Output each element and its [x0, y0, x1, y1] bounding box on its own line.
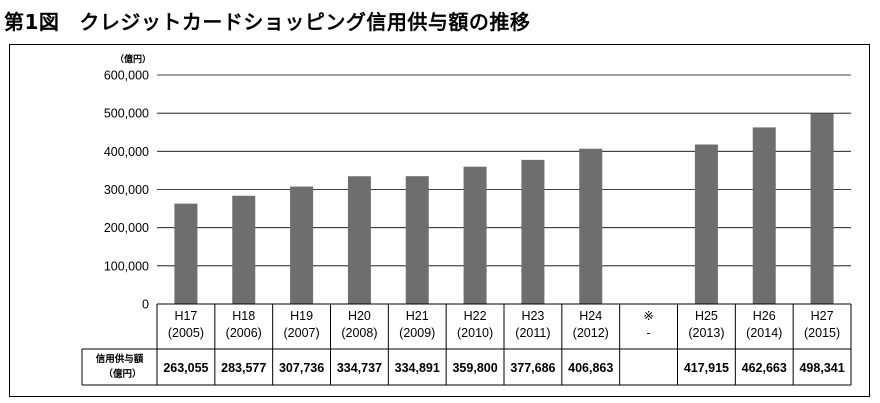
x-tick-label: H22 [464, 309, 487, 323]
x-tick-label: H20 [348, 309, 371, 323]
data-value-label: 334,891 [395, 361, 440, 375]
y-unit-label: （億円） [115, 53, 151, 65]
x-tick-sublabel: (2012) [573, 326, 609, 340]
y-tick-label: 600,000 [104, 69, 149, 83]
x-tick-label: H26 [753, 309, 776, 323]
table-row-header-unit: （億円） [103, 368, 141, 380]
bar [232, 195, 256, 304]
x-tick-label: H25 [695, 309, 718, 323]
x-tick-label: H17 [174, 309, 197, 323]
data-value-label: 283,577 [221, 361, 266, 375]
bar [694, 144, 718, 304]
y-tick-label: 500,000 [104, 107, 149, 121]
data-value-label: 498,341 [799, 361, 844, 375]
x-tick-sublabel: (2013) [688, 326, 724, 340]
data-value-label: 334,737 [337, 361, 382, 375]
x-tick-sublabel: - [646, 326, 650, 340]
x-tick-label: H24 [579, 309, 602, 323]
bar [810, 113, 834, 304]
bar [463, 166, 487, 304]
x-tick-sublabel: (2015) [804, 326, 840, 340]
y-tick-label: 100,000 [104, 259, 149, 273]
data-value-label: 307,736 [279, 361, 324, 375]
x-tick-label: H21 [406, 309, 429, 323]
x-tick-sublabel: (2008) [341, 326, 377, 340]
y-tick-label: 300,000 [104, 183, 149, 197]
bar [347, 176, 371, 304]
bar [752, 127, 776, 304]
x-tick-sublabel: (2010) [457, 326, 493, 340]
data-value-label: 417,915 [684, 361, 729, 375]
bar [290, 186, 314, 304]
x-tick-sublabel: (2005) [168, 326, 204, 340]
data-value-label: 377,686 [510, 361, 555, 375]
y-tick-label: 400,000 [104, 145, 149, 159]
x-tick-sublabel: (2009) [399, 326, 435, 340]
x-tick-label: ※ [643, 309, 653, 323]
data-value-label: 359,800 [452, 361, 497, 375]
x-tick-label: H19 [290, 309, 313, 323]
x-tick-sublabel: (2006) [226, 326, 262, 340]
y-tick-label: 0 [142, 298, 149, 312]
x-tick-label: H27 [811, 309, 834, 323]
table-row-header: 信用供与額 [96, 353, 144, 365]
chart-frame [9, 44, 870, 397]
figure-number: 第1図 [4, 10, 60, 34]
bar [521, 159, 545, 304]
data-value-label: 406,863 [568, 361, 613, 375]
x-tick-sublabel: (2007) [284, 326, 320, 340]
bar [174, 203, 198, 304]
bar [405, 176, 429, 304]
data-value-label: 462,663 [742, 361, 787, 375]
y-tick-label: 200,000 [104, 221, 149, 235]
data-value-label: 263,055 [163, 361, 208, 375]
figure-title-text: クレジットカードショッピング信用供与額の推移 [79, 10, 531, 34]
bar [579, 148, 603, 304]
x-tick-sublabel: (2014) [746, 326, 782, 340]
chart-title: 第1図 クレジットカードショッピング信用供与額の推移 [4, 6, 530, 35]
x-tick-label: H23 [521, 309, 544, 323]
x-tick-sublabel: (2011) [515, 326, 550, 340]
x-tick-label: H18 [232, 309, 255, 323]
